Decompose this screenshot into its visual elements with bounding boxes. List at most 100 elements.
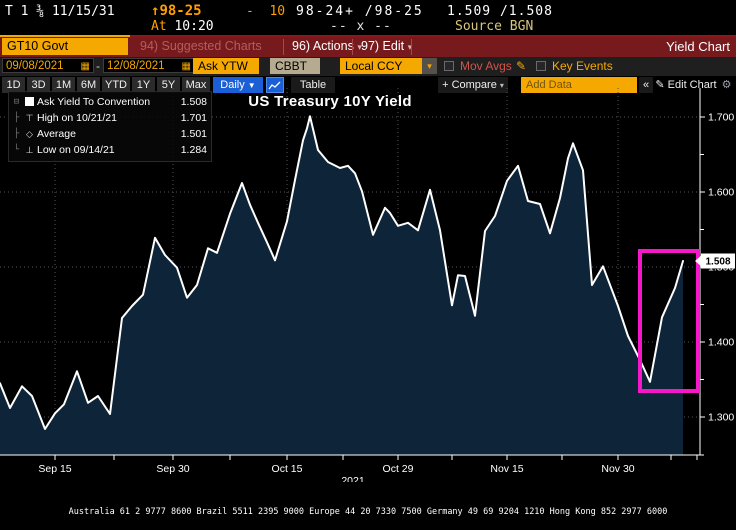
series-area [0,116,683,456]
chevron-down-icon: ▼ [247,81,256,90]
year-label: 2021 [341,475,365,482]
tree-branch-icon: ├ [13,129,20,139]
legend-row-high[interactable]: ├ ⊤ High on 10/21/21 1.701 [11,110,207,126]
x-tick-label: Nov 30 [601,463,634,475]
ticker-input[interactable]: GT10 Govt [2,38,128,55]
calendar-icon[interactable]: ▦ [181,61,191,72]
period-bar: 1D 3D 1M 6M YTD 1Y 5Y Max Daily ▼ Table … [0,76,736,95]
bid-ask-yield: 1.509 /1.508 [447,4,553,19]
date-to-input[interactable]: 12/08/2021 ▦ [103,58,195,73]
compare-label: Compare [451,79,497,91]
add-data-input[interactable]: Add Data [521,77,637,93]
cross-size: -- x -- [330,19,392,34]
mov-avgs-checkbox[interactable] [444,61,454,71]
legend-row-average[interactable]: ├ ◇ Average 1.501 [11,126,207,142]
low-marker-icon: ⊥ [25,144,34,155]
bid-ask-price: 98-24+ /98-25 [296,4,424,19]
legend-row-low[interactable]: └ ⊥ Low on 09/14/21 1.284 [11,142,207,158]
last-price: ↑98-25 [151,3,202,19]
x-tick-label: Oct 15 [272,463,303,475]
chart-type-button[interactable] [266,77,284,93]
active-tab-underline [0,35,130,37]
series-line [0,115,684,430]
gear-icon[interactable]: ⚙ [719,77,734,93]
tab-1y[interactable]: 1Y [132,77,155,93]
collapse-panel-button[interactable]: « [639,77,653,93]
legend-value: 1.284 [180,144,207,156]
suggested-charts-button[interactable]: 94) Suggested Charts [140,39,262,53]
quote-time: At 10:20 [151,19,214,34]
tab-3d[interactable]: 3D [27,77,50,93]
actions-menu-button[interactable]: 96) Actions ▾ [292,39,362,53]
pencil-icon: ✎ [655,79,665,91]
pencil-icon[interactable]: ✎ [516,59,527,73]
legend-label: Ask Yield To Convention [37,96,151,108]
legend-label: Average [37,128,76,140]
chart-title: US Treasury 10Y Yield [248,93,412,110]
frequency-dropdown[interactable]: Daily ▼ [213,77,263,93]
legend-value: 1.501 [180,128,207,140]
calendar-icon[interactable]: ▦ [80,61,90,72]
x-tick-label: Sep 15 [38,463,71,475]
mov-avgs-label[interactable]: Mov Avgs [460,59,512,73]
highlight-annotation-box[interactable] [638,249,700,393]
chevron-down-icon: ▾ [499,81,504,90]
tab-max[interactable]: Max [182,77,210,93]
edit-label: 97) Edit [361,39,405,53]
legend-value: 1.701 [180,112,207,124]
legend-label: Low on 09/14/21 [37,144,115,156]
edit-chart-button[interactable]: ✎ Edit Chart [655,77,717,93]
average-marker-icon: ◇ [26,128,33,139]
settings-toolbar: 09/08/2021 ▦ - 12/08/2021 ▦ Ask YTW CBBT L… [0,57,736,76]
date-from-value: 09/08/2021 [6,60,64,72]
legend-row-series[interactable]: ⊟ Ask Yield To Convention 1.508 [11,94,207,110]
y-tick-label: 1.600 [708,187,734,199]
security-description: T 1 ⅜ 11/15/31 [5,4,115,19]
tab-1m[interactable]: 1M [52,77,75,93]
line-chart-icon [268,81,281,90]
tree-end-icon: └ [13,145,20,155]
edit-chart-label: Edit Chart [667,79,717,91]
x-tick-label: Oct 29 [383,463,414,475]
chevron-down-icon: ▾ [357,42,362,52]
menu-separator [411,39,412,55]
key-events-label[interactable]: Key Events [552,59,613,73]
field-selector[interactable]: Ask YTW [193,58,259,74]
tree-branch-icon: ├ [13,113,20,123]
tab-5y[interactable]: 5Y [157,77,180,93]
key-events-checkbox[interactable] [536,61,546,71]
tab-ytd[interactable]: YTD [102,77,130,93]
compare-button[interactable]: + Compare ▾ [438,77,508,93]
tab-1d[interactable]: 1D [2,77,25,93]
pricing-source-selector[interactable]: CBBT [270,58,320,74]
at-label: At [151,19,167,34]
tab-6m[interactable]: 6M [77,77,100,93]
edit-menu-button[interactable]: 97) Edit ▾ [361,39,412,53]
x-tick-label: Sep 30 [156,463,189,475]
legend-label: High on 10/21/21 [37,112,117,124]
chevron-down-icon: ▾ [407,42,413,52]
actions-label: 96) Actions [292,39,354,53]
last-price-value: 98-25 [159,3,202,19]
last-price-label: 1.508 [705,257,730,268]
y-tick-label: 1.700 [708,112,734,124]
menu-separator [283,39,284,55]
price-source: Source BGN [455,19,534,34]
date-from-input[interactable]: 09/08/2021 ▦ [2,58,94,73]
tree-collapse-icon[interactable]: ⊟ [13,97,20,107]
last-price-badge [701,253,735,269]
screen-title: Yield Chart [666,39,730,54]
footer: Australia 61 2 9777 8600 Brazil 5511 239… [0,486,736,530]
currency-selector[interactable]: Local CCY [340,58,422,74]
price-change: - 10 [246,4,286,19]
table-button[interactable]: Table [291,77,335,93]
y-tick-label: 1.400 [708,337,734,349]
chart-legend[interactable]: ⊟ Ask Yield To Convention 1.508 ├ ⊤ High… [8,91,212,162]
x-tick-label: Nov 15 [490,463,523,475]
footer-contacts-line1: Australia 61 2 9777 8600 Brazil 5511 239… [68,507,668,517]
menu-separator [352,39,353,55]
legend-value: 1.508 [180,96,207,108]
currency-dropdown-arrow[interactable]: ▾ [422,58,437,74]
